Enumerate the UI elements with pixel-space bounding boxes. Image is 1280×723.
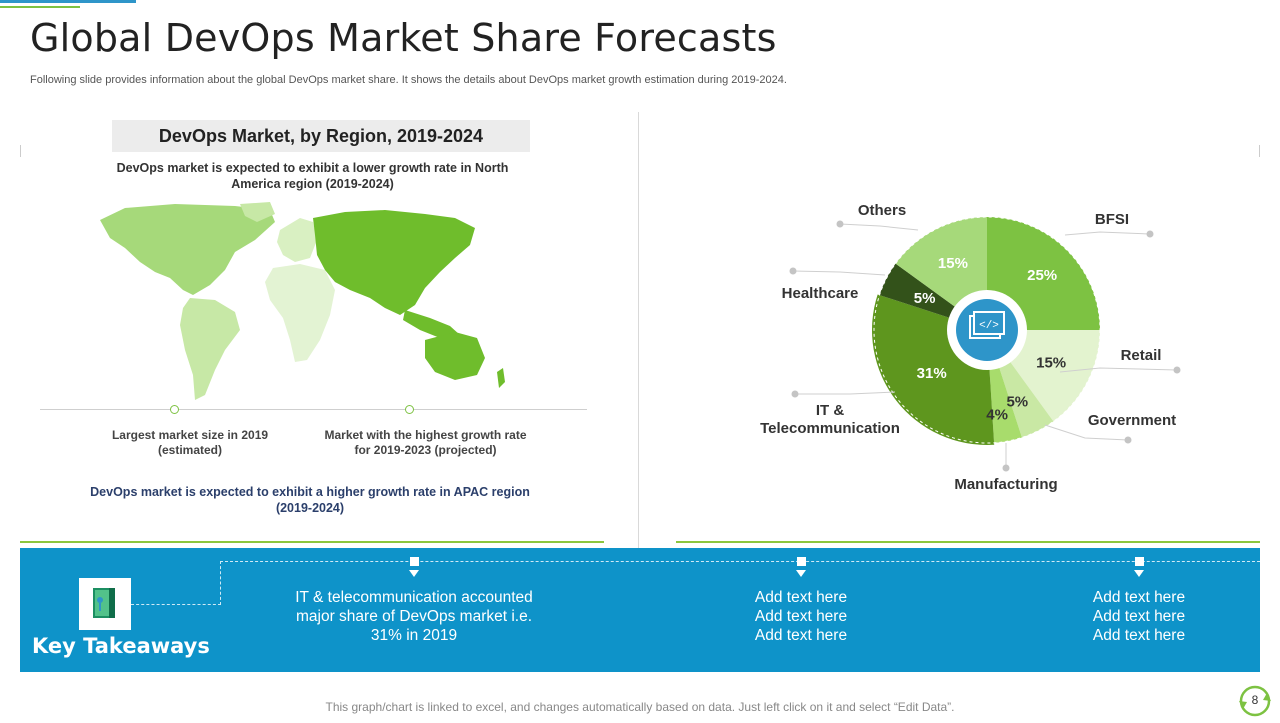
page-number: 8: [1251, 693, 1259, 707]
book-icon: [79, 578, 131, 630]
map-asia-se: [403, 310, 460, 338]
center-divider: [638, 112, 639, 552]
pie-category-label: BFSI: [1095, 211, 1129, 228]
takeaway-marker-2: [797, 557, 806, 566]
pie-category-label: IT & Telecommunication: [760, 402, 900, 437]
left-tick: [20, 145, 21, 157]
region-heading: DevOps Market, by Region, 2019-2024: [112, 120, 530, 152]
pie-category-label: Government: [1088, 412, 1176, 429]
right-green-rule: [676, 541, 1260, 543]
takeaway-text-3: Add text here Add text here Add text her…: [1092, 589, 1186, 644]
pie-value-label: 5%: [1006, 393, 1028, 410]
takeaway-text-2: Add text here Add text here Add text her…: [754, 589, 848, 644]
pie-value-label: 5%: [914, 290, 936, 307]
marker-dot-right: [405, 405, 414, 414]
takeaway-arrow-2: [796, 570, 806, 577]
largest-market-caption: Largest market size in 2019 (estimated): [111, 428, 269, 457]
refresh-icon: [1239, 685, 1271, 717]
footer-note: This graph/chart is linked to excel, and…: [325, 700, 955, 714]
svg-text:</>: </>: [979, 320, 999, 332]
pie-category-label: Others: [858, 202, 906, 219]
takeaway-marker-1: [410, 557, 419, 566]
pie-leader-dots: [789, 220, 1181, 472]
map-asia: [313, 210, 475, 315]
left-green-rule: [20, 541, 604, 543]
page-subtitle: Following slide provides information abo…: [30, 74, 787, 86]
dashed-connector-vertical: [220, 561, 221, 605]
map-baseline: [40, 409, 587, 410]
page-title: Global DevOps Market Share Forecasts: [30, 16, 777, 60]
pie-value-label: 15%: [938, 255, 968, 272]
right-tick: [1259, 145, 1260, 157]
takeaway-text-1: IT & telecommunication accounted major s…: [295, 589, 533, 644]
marker-dot-left: [170, 405, 179, 414]
map-nz: [497, 368, 505, 388]
pie-value-label: 25%: [1027, 267, 1057, 284]
pie-category-label: Healthcare: [782, 285, 859, 302]
pie-category-label: Retail: [1121, 347, 1162, 364]
top-accent-bar-green: [0, 6, 80, 8]
dashed-connector-icon: [131, 604, 221, 605]
takeaway-marker-3: [1135, 557, 1144, 566]
map-north-america: [100, 204, 275, 295]
pie-dashed-ring: [873, 216, 1101, 444]
pie-category-label: Manufacturing: [954, 476, 1057, 493]
pie-chart: </> 25%15%5%4%31%5%15% BFSIRetailGovernm…: [760, 202, 1181, 493]
map-europe: [277, 218, 317, 262]
pie-leader-lines: [792, 223, 1178, 468]
key-takeaways-panel: [20, 548, 1260, 672]
pie-value-label: 31%: [917, 365, 947, 382]
pie-value-label: 4%: [986, 406, 1008, 423]
map-greenland: [240, 202, 275, 222]
apac-note: DevOps market is expected to exhibit a h…: [90, 485, 530, 515]
code-window-icon: </>: [956, 299, 1018, 361]
world-map: [100, 202, 505, 400]
page-number-badge: 8: [1238, 684, 1272, 718]
map-africa: [265, 264, 335, 362]
map-australia: [425, 332, 485, 380]
takeaway-arrow-3: [1134, 570, 1144, 577]
north-america-note: DevOps market is expected to exhibit a l…: [116, 161, 509, 191]
takeaway-arrow-1: [409, 570, 419, 577]
highest-growth-caption: Market with the highest growth rate for …: [324, 428, 527, 457]
key-takeaways-title: Key Takeaways: [32, 634, 210, 658]
dashed-connector: [220, 561, 1260, 562]
map-south-america: [180, 298, 240, 400]
pie-value-label: 15%: [1036, 355, 1066, 372]
top-accent-bar: [0, 0, 136, 3]
